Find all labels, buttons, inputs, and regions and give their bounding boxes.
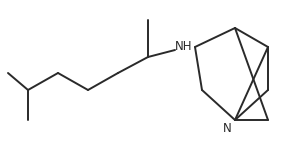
Text: NH: NH <box>175 40 193 53</box>
Text: N: N <box>223 122 231 135</box>
